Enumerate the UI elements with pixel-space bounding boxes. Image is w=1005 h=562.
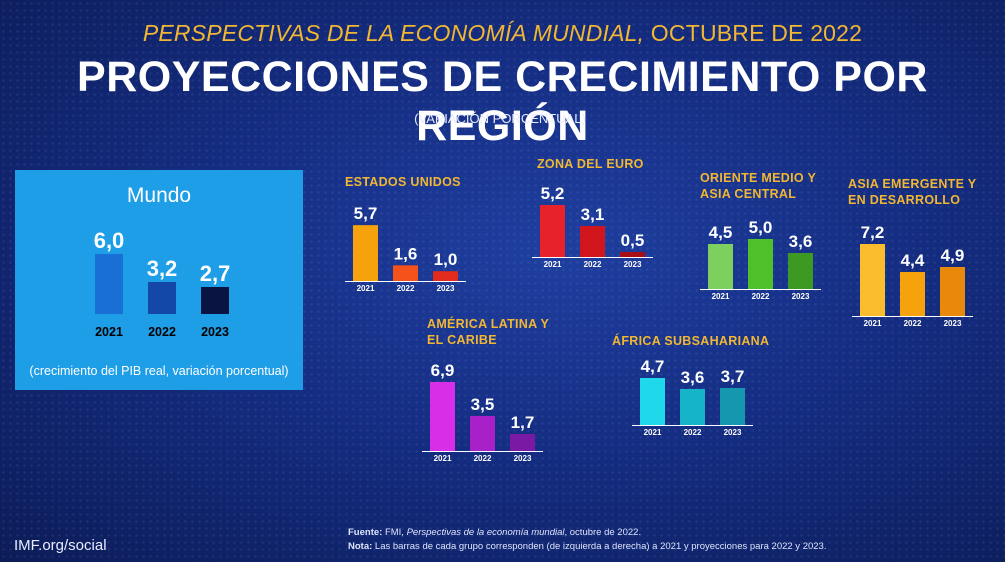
value-label-us-2023: 1,0 — [434, 250, 458, 269]
tick-label-latam-2021: 2021 — [434, 454, 452, 463]
tick-label-us-2023: 2023 — [437, 284, 455, 293]
value-label-euro-2022: 3,1 — [581, 205, 605, 224]
region-title-mecenas: ORIENTE MEDIO Y ASIA CENTRAL — [700, 171, 816, 201]
tick-label-us-2021: 2021 — [357, 284, 375, 293]
tick-label-euro-2021: 2021 — [544, 260, 562, 269]
report-subtitle: PERSPECTIVAS DE LA ECONOMÍA MUNDIAL, OCT… — [0, 20, 1005, 47]
bar-asia-2023 — [940, 267, 965, 316]
subtitle-italic: PERSPECTIVAS DE LA ECONOMÍA MUNDIAL, — [142, 20, 645, 46]
bar-latam-2022 — [470, 416, 495, 451]
bar-asia-2021 — [860, 244, 885, 316]
world-panel-title: Mundo — [126, 184, 192, 207]
tick-label-euro-2022: 2022 — [584, 260, 602, 269]
world-panel-footnote: (crecimiento del PIB real, variación por… — [29, 364, 289, 378]
bar-asia-2022 — [900, 272, 925, 316]
tick-label-asia-2021: 2021 — [864, 319, 882, 328]
note-text: Las barras de cada grupo corresponden (d… — [374, 541, 827, 552]
region-title-latam: AMÉRICA LATINA Y EL CARIBE — [427, 317, 549, 347]
tick-label-ssa-2021: 2021 — [644, 428, 662, 437]
tick-label-ssa-2023: 2023 — [724, 428, 742, 437]
note-label: Nota: — [348, 541, 373, 552]
value-label-asia-2022: 4,4 — [901, 251, 925, 270]
value-label-latam-2022: 3,5 — [471, 395, 495, 414]
source-org: FMI, — [384, 527, 404, 538]
value-label-ssa-2023: 3,7 — [721, 367, 745, 386]
region-title-asia: ASIA EMERGENTE Y EN DESARROLLO — [848, 177, 977, 207]
bar-us-2021 — [353, 225, 378, 281]
bar-latam-2023 — [510, 434, 535, 451]
value-label-mecenas-2021: 4,5 — [709, 223, 733, 242]
value-label-mundo-2022: 3,2 — [147, 256, 178, 281]
units-label: (VARIACIÓN PORCENTUAL) — [414, 111, 586, 126]
bar-euro-2021 — [540, 205, 565, 257]
value-label-us-2022: 1,6 — [394, 244, 418, 263]
source-label: Fuente: — [348, 527, 383, 538]
value-label-latam-2023: 1,7 — [511, 413, 535, 432]
source-title: Perspectivas de la economía mundial — [406, 527, 565, 538]
value-label-us-2021: 5,7 — [354, 204, 378, 223]
value-label-mecenas-2022: 5,0 — [749, 218, 773, 237]
bar-mundo-2022 — [148, 282, 176, 314]
bar-ssa-2021 — [640, 378, 665, 425]
tick-label-mecenas-2021: 2021 — [712, 292, 730, 301]
bar-mundo-2021 — [95, 254, 123, 314]
source-notes: Fuente: FMI, Perspectivas de la economía… — [348, 526, 826, 554]
bar-ssa-2023 — [720, 388, 745, 425]
value-label-mundo-2021: 6,0 — [94, 228, 125, 253]
bar-us-2023 — [433, 271, 458, 281]
bar-ssa-2022 — [680, 389, 705, 425]
value-label-mecenas-2023: 3,6 — [789, 232, 813, 251]
value-label-ssa-2021: 4,7 — [641, 357, 665, 376]
tick-label-latam-2022: 2022 — [474, 454, 492, 463]
tick-label-mundo-2021: 2021 — [95, 325, 123, 339]
tick-label-ssa-2022: 2022 — [684, 428, 702, 437]
bar-euro-2023 — [620, 252, 645, 257]
imf-social-link[interactable]: IMF.org/social — [14, 537, 107, 554]
tick-label-mundo-2022: 2022 — [148, 325, 176, 339]
bar-euro-2022 — [580, 226, 605, 257]
region-title-us: ESTADOS UNIDOS — [345, 175, 461, 189]
value-label-asia-2023: 4,9 — [941, 246, 965, 265]
tick-label-asia-2022: 2022 — [904, 319, 922, 328]
value-label-latam-2021: 6,9 — [431, 361, 455, 380]
tick-label-us-2022: 2022 — [397, 284, 415, 293]
bar-mecenas-2021 — [708, 244, 733, 289]
tick-label-asia-2023: 2023 — [944, 319, 962, 328]
bar-us-2022 — [393, 265, 418, 281]
value-label-mundo-2023: 2,7 — [200, 261, 231, 286]
world-panel: Mundo (crecimiento del PIB real, variaci… — [15, 170, 303, 390]
tick-label-mecenas-2022: 2022 — [752, 292, 770, 301]
bar-mecenas-2022 — [748, 239, 773, 289]
value-label-ssa-2022: 3,6 — [681, 368, 705, 387]
note-line: Nota: Las barras de cada grupo correspon… — [348, 540, 826, 554]
value-label-euro-2021: 5,2 — [541, 184, 565, 203]
region-title-euro: ZONA DEL EURO — [537, 157, 644, 171]
value-label-euro-2023: 0,5 — [621, 231, 645, 250]
tick-label-latam-2023: 2023 — [514, 454, 532, 463]
tick-label-mundo-2023: 2023 — [201, 325, 229, 339]
source-date: , octubre de 2022. — [564, 527, 642, 538]
value-label-asia-2021: 7,2 — [861, 223, 885, 242]
tick-label-euro-2023: 2023 — [624, 260, 642, 269]
bar-mecenas-2023 — [788, 253, 813, 289]
region-title-ssa: ÁFRICA SUBSAHARIANA — [612, 334, 770, 348]
page-title: PROYECCIONES DE CRECIMIENTO POR REGIÓN — [77, 53, 928, 150]
subtitle-date: OCTUBRE DE 2022 — [644, 20, 863, 46]
bar-latam-2021 — [430, 382, 455, 451]
source-line: Fuente: FMI, Perspectivas de la economía… — [348, 526, 826, 540]
bar-mundo-2023 — [201, 287, 229, 314]
tick-label-mecenas-2023: 2023 — [792, 292, 810, 301]
